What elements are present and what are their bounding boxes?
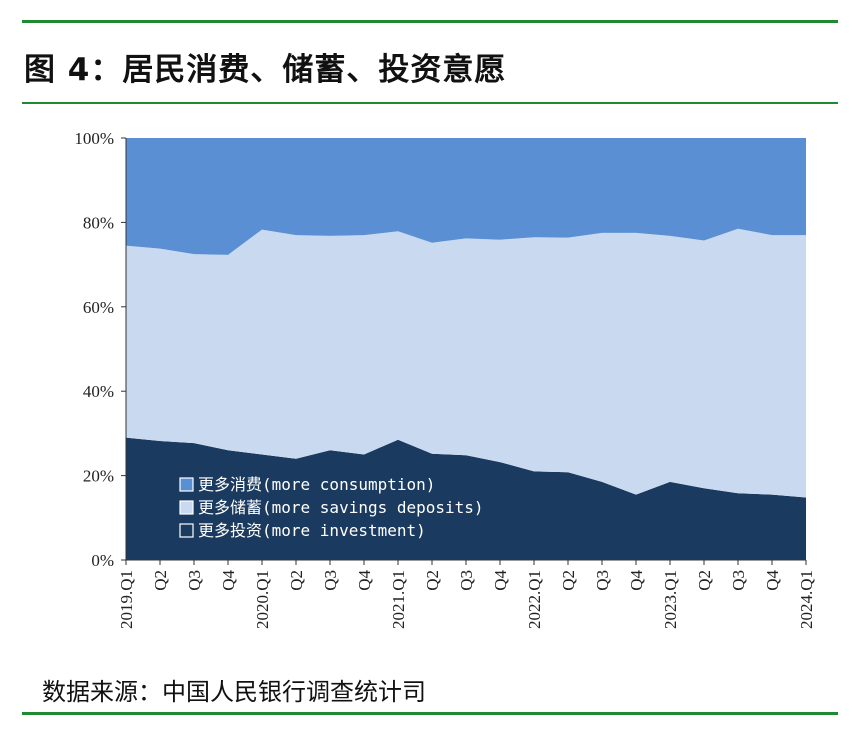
x-tick-label: Q4 [219, 570, 238, 591]
x-tick-label: Q3 [321, 570, 340, 591]
x-tick-label: Q3 [729, 570, 748, 591]
y-tick-label: 0% [91, 551, 114, 570]
x-tick-label: Q2 [151, 570, 170, 591]
x-tick-label: 2024.Q1 [797, 570, 816, 629]
x-tick-label: 2020.Q1 [253, 570, 272, 629]
legend-swatch [179, 523, 194, 538]
y-tick-label: 80% [83, 213, 114, 232]
legend-label: 更多投资(more investment) [198, 521, 426, 540]
legend-swatch [179, 500, 194, 515]
x-tick-label: Q2 [559, 570, 578, 591]
x-tick-label: Q3 [185, 570, 204, 591]
figure-title: 图 4：居民消费、储蓄、投资意愿 [24, 52, 507, 88]
x-tick-label: Q4 [491, 570, 510, 591]
y-tick-label: 100% [74, 129, 114, 148]
data-source: 数据来源：中国人民银行调查统计司 [42, 678, 426, 706]
legend-label: 更多消费(more consumption) [198, 475, 435, 494]
x-tick-label: Q2 [423, 570, 442, 591]
y-tick-label: 20% [83, 467, 114, 486]
area-series-1 [126, 228, 806, 498]
legend-swatch [179, 477, 194, 492]
x-tick-label: Q2 [287, 570, 306, 591]
x-tick-label: Q4 [355, 570, 374, 591]
x-tick-label: Q4 [763, 570, 782, 591]
area-series-0 [126, 437, 806, 560]
bottom-rule [22, 712, 838, 715]
x-tick-label: Q4 [627, 570, 646, 591]
legend-label: 更多储蓄(more savings deposits) [198, 498, 484, 517]
x-tick-label: 2022.Q1 [525, 570, 544, 629]
title-underline [22, 102, 838, 104]
y-tick-label: 60% [83, 298, 114, 317]
x-tick-label: 2021.Q1 [389, 570, 408, 629]
x-tick-label: Q3 [457, 570, 476, 591]
x-tick-label: Q3 [593, 570, 612, 591]
x-tick-label: 2023.Q1 [661, 570, 680, 629]
area-series-2 [126, 138, 806, 255]
y-tick-label: 40% [83, 382, 114, 401]
x-tick-label: 2019.Q1 [117, 570, 136, 629]
top-rule [22, 20, 838, 23]
x-tick-label: Q2 [695, 570, 714, 591]
